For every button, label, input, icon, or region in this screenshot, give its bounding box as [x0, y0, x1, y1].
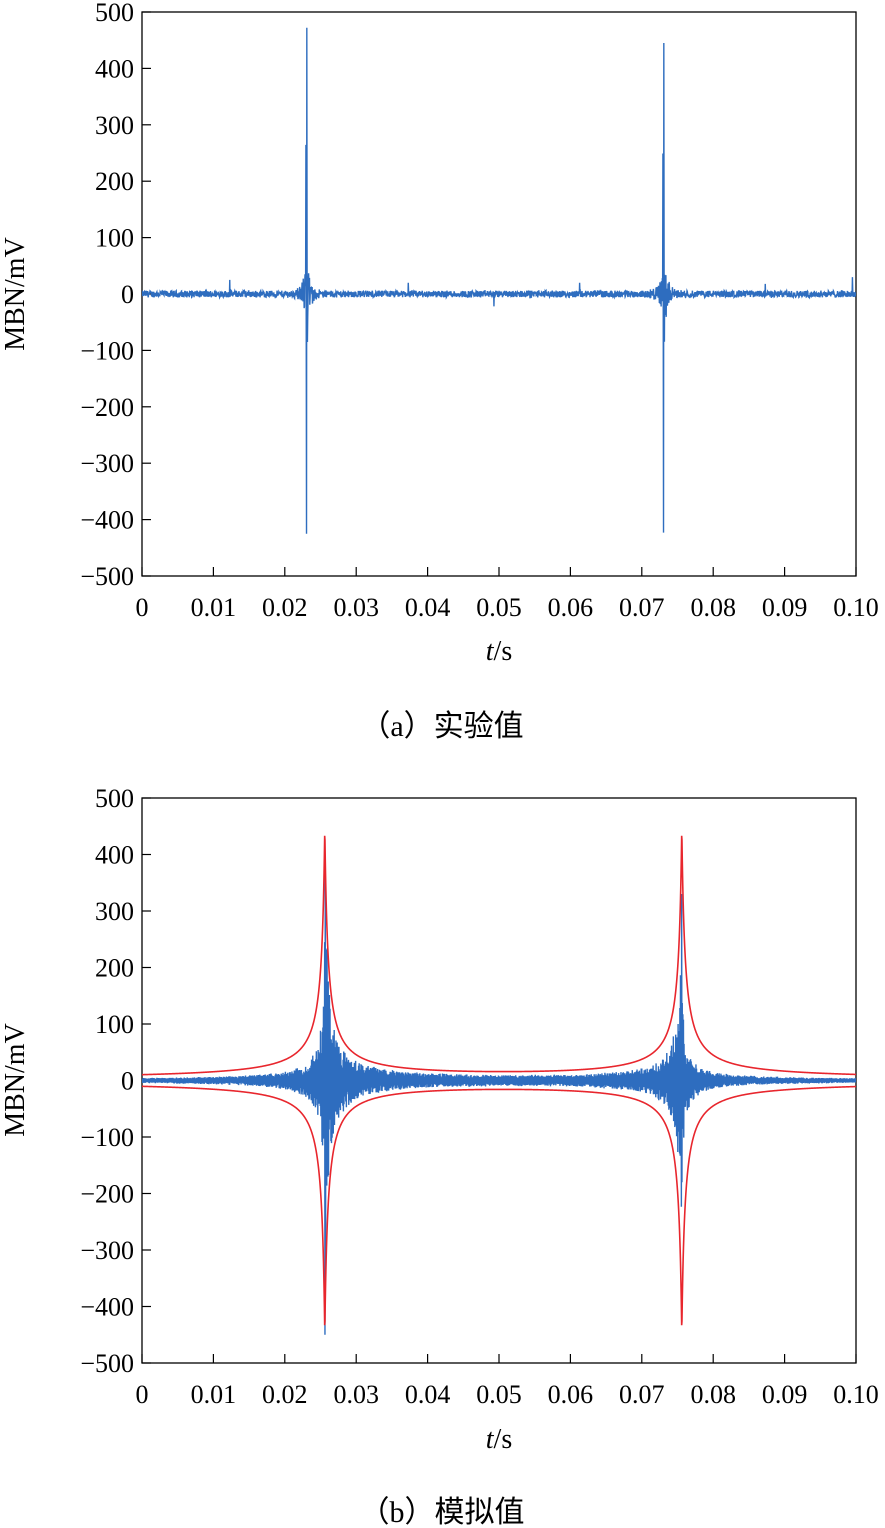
x-tick-label: 0.01	[191, 593, 237, 622]
y-tick-label: 300	[95, 897, 134, 926]
panel-caption: （b）模拟值	[360, 1496, 525, 1528]
x-tick-label: 0.02	[262, 1380, 308, 1409]
x-tick-label: 0.03	[333, 1380, 379, 1409]
y-tick-label: −400	[80, 506, 134, 535]
y-tick-label: −300	[80, 1236, 134, 1265]
y-tick-label: −500	[80, 1349, 134, 1378]
y-tick-label: 100	[95, 1010, 134, 1039]
x-axis-label: t/s	[486, 1424, 512, 1455]
y-tick-label: 300	[95, 111, 134, 140]
y-tick-label: 400	[95, 54, 134, 83]
x-tick-label: 0.01	[191, 1380, 237, 1409]
y-tick-label: −100	[80, 336, 134, 365]
x-tick-label: 0.06	[548, 593, 594, 622]
x-tick-label: 0	[136, 593, 149, 622]
x-tick-label: 0.04	[405, 1380, 451, 1409]
x-tick-label: 0.04	[405, 593, 451, 622]
signal-line	[142, 27, 856, 534]
x-axis-unit: /s	[494, 636, 513, 667]
x-axis-unit: /s	[494, 1424, 513, 1455]
x-tick-label: 0.02	[262, 593, 308, 622]
panel-a: 0 0.01 0.02 0.03 0.04 0.05 0.06 0.07 0.08 0.09 0.1…	[0, 0, 879, 743]
y-tick-label: −500	[80, 562, 134, 591]
y-tick-label: 0	[121, 1067, 134, 1096]
x-tick-label: 0.10	[833, 1380, 879, 1409]
envelope-line-max	[142, 835, 856, 1076]
x-axis-variable: t	[486, 636, 495, 667]
y-tick-label: −200	[80, 393, 134, 422]
y-axis-label: MBN/mV	[0, 237, 31, 351]
signal-line	[142, 876, 856, 1335]
panel-caption: （a）实验值	[360, 710, 523, 743]
y-tick-label: −300	[80, 449, 134, 478]
x-tick-label: 0.07	[619, 593, 665, 622]
y-tick-label: −200	[80, 1180, 134, 1209]
y-tick-label: 200	[95, 167, 134, 196]
x-axis-label: t/s	[486, 636, 512, 667]
x-tick-label: 0.09	[762, 1380, 808, 1409]
y-tick-label: 0	[121, 280, 134, 309]
x-tick-label: 0.07	[619, 1380, 665, 1409]
y-tick-label: 400	[95, 841, 134, 870]
x-tick-label: 0.05	[476, 1380, 522, 1409]
y-tick-label: 100	[95, 224, 134, 253]
x-tick-label: 0.10	[833, 593, 879, 622]
y-tick-label: −100	[80, 1123, 134, 1152]
x-tick-label: 0.08	[690, 593, 736, 622]
x-axis-variable: t	[486, 1424, 495, 1455]
x-tick-label: 0.05	[476, 593, 522, 622]
panel-b: 0 0.01 0.02 0.03 0.04 0.05 0.06 0.07 0.08 0.09 0.1…	[0, 784, 879, 1528]
y-tick-label: 500	[95, 0, 134, 27]
x-tick-label: 0.09	[762, 593, 808, 622]
x-tick-label: 0.06	[548, 1380, 594, 1409]
x-tick-label: 0	[136, 1380, 149, 1409]
y-tick-label: −400	[80, 1293, 134, 1322]
x-tick-label: 0.08	[690, 1380, 736, 1409]
y-axis-label: MBN/mV	[0, 1023, 31, 1137]
x-tick-label: 0.03	[333, 593, 379, 622]
y-tick-label: 500	[95, 784, 134, 813]
envelope-line-min	[142, 1085, 856, 1326]
y-tick-label: 200	[95, 954, 134, 983]
